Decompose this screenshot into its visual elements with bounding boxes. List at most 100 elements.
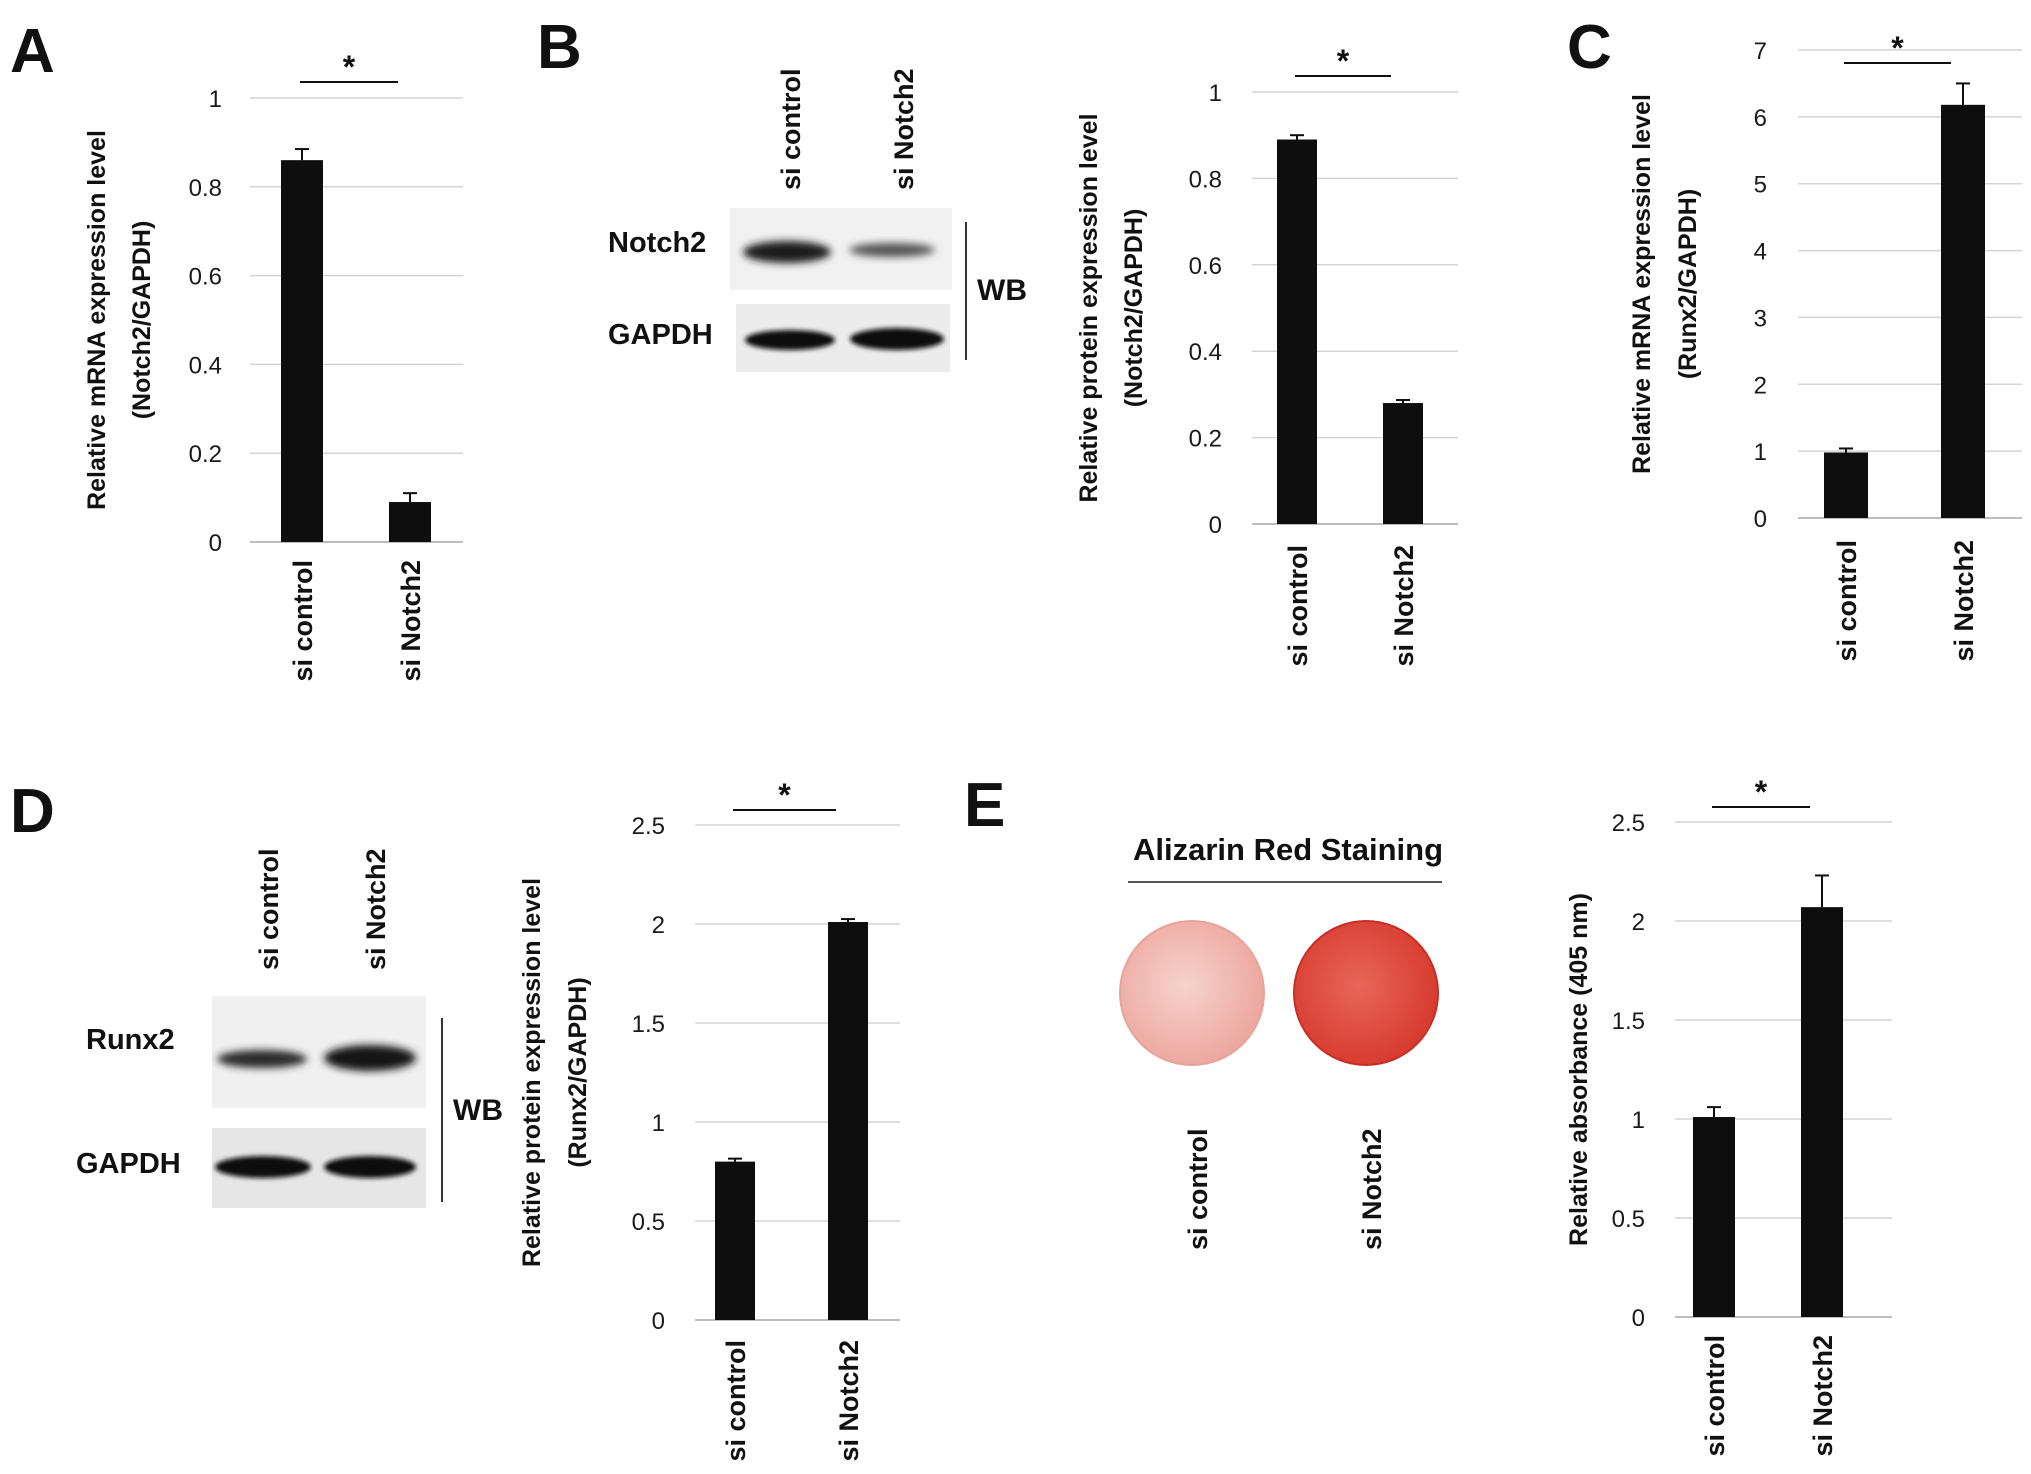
y-tick-label: 2.5 (1612, 810, 1645, 837)
blot-b-band (849, 243, 935, 257)
y-tick-label: 4 (1754, 239, 1767, 266)
blot-b-row-label-notch2: Notch2 (608, 227, 706, 259)
y-tick-label: 2 (1754, 372, 1767, 399)
significance-star: * (778, 777, 791, 813)
blot-b-method-label: WB (977, 274, 1027, 307)
x-category-label: si Notch2 (834, 1340, 864, 1462)
chart-e-absorbance: 0 0.5 1 1.5 2 2.5 si control si Notch2 * Relative… (1565, 774, 1892, 1457)
y-tick-label: 2.5 (632, 813, 665, 840)
y-axis-label: Relative protein expression level (518, 878, 546, 1267)
western-blot-b: si control si Notch2 Notch2 GAPDH WB (608, 68, 1027, 372)
y-tick-label: 1.5 (632, 1011, 665, 1038)
y-tick-label: 0 (1754, 506, 1767, 533)
staining-title: Alizarin Red Staining (1133, 832, 1443, 867)
bar (1277, 139, 1317, 524)
blot-b-lane-label-control: si control (776, 68, 806, 190)
y-axis-label: Relative absorbance (405 nm) (1565, 893, 1593, 1246)
significance-star: * (1891, 30, 1904, 66)
x-category-label: si Notch2 (1389, 545, 1419, 667)
significance-star: * (343, 49, 356, 85)
y-tick-label: 0.8 (1189, 166, 1222, 193)
chart-d-protein-runx2: 0 0.5 1 1.5 2 2.5 si control si Notch2 * Relative… (518, 777, 900, 1462)
y-tick-label: 5 (1754, 172, 1767, 199)
y-tick-label: 0.8 (189, 175, 222, 202)
y-tick-label: 0.6 (189, 264, 222, 291)
blot-b-band (743, 241, 831, 263)
y-axis-label: (Runx2/GAPDH) (564, 977, 592, 1167)
blot-d-row-label-gapdh: GAPDH (76, 1148, 181, 1180)
blot-b-band (745, 330, 835, 350)
bar (1383, 403, 1423, 524)
y-tick-label: 0 (652, 1308, 665, 1335)
well-label-notch2: si Notch2 (1357, 1128, 1387, 1250)
blot-d-lane-label-notch2: si Notch2 (361, 848, 391, 970)
well-si-notch2 (1293, 920, 1439, 1066)
bar (828, 922, 868, 1320)
y-axis-label: Relative protein expression level (1075, 113, 1103, 502)
y-axis-label: Relative mRNA expression level (1628, 94, 1656, 474)
y-axis-label: (Notch2/GAPDH) (1120, 209, 1148, 408)
blot-d-band (215, 1156, 311, 1178)
x-category-label: si control (721, 1340, 751, 1462)
y-tick-label: 2 (652, 912, 665, 939)
well-label-control: si control (1183, 1128, 1213, 1250)
blot-d-band (217, 1050, 307, 1068)
blot-b-band (850, 328, 944, 350)
x-category-label: si Notch2 (1949, 540, 1979, 662)
y-tick-label: 1 (1754, 439, 1767, 466)
x-category-label: si Notch2 (396, 560, 426, 682)
panel-letter-a: A (10, 17, 55, 86)
bar (1801, 907, 1843, 1317)
well-si-control (1119, 920, 1265, 1066)
blot-d-band (324, 1045, 416, 1071)
y-tick-label: 0.4 (189, 352, 222, 379)
y-tick-label: 2 (1632, 909, 1645, 936)
significance-star: * (1337, 43, 1350, 79)
y-tick-label: 1 (1209, 80, 1222, 107)
x-category-label: si control (1700, 1335, 1730, 1457)
x-category-label: si Notch2 (1808, 1335, 1838, 1457)
y-tick-label: 1 (1632, 1107, 1645, 1134)
blot-d-band (324, 1156, 416, 1178)
chart-a-mrna-notch2: 0 0.2 0.4 0.6 0.8 1 si control si Notch2 * Relati… (83, 49, 463, 682)
bar (1693, 1117, 1735, 1317)
significance-star: * (1755, 774, 1768, 810)
y-tick-label: 0 (1209, 512, 1222, 539)
panel-letter-b: B (537, 13, 582, 82)
y-tick-label: 1.5 (1612, 1008, 1645, 1035)
chart-c-mrna-runx2: 0 1 2 3 4 5 6 7 si control si Notch2 * Relative mRN… (1628, 30, 2022, 662)
y-axis-label: Relative mRNA expression level (83, 130, 111, 510)
y-tick-label: 0.2 (189, 441, 222, 468)
bar (1824, 452, 1868, 518)
chart-b-protein-notch2: 0 0.2 0.4 0.6 0.8 1 si control si Notch2 * Relati… (1075, 43, 1458, 667)
y-axis-label: (Notch2/GAPDH) (128, 221, 156, 420)
y-tick-label: 1 (209, 86, 222, 113)
y-tick-label: 0.4 (1189, 339, 1222, 366)
y-tick-label: 0.6 (1189, 253, 1222, 280)
y-tick-label: 0.2 (1189, 426, 1222, 453)
alizarin-staining: Alizarin Red Staining si control si Notc… (1119, 832, 1443, 1250)
y-tick-label: 3 (1754, 305, 1767, 332)
bar (281, 160, 323, 542)
y-tick-label: 7 (1754, 38, 1767, 65)
bar (389, 502, 431, 542)
blot-b-row-label-gapdh: GAPDH (608, 319, 713, 351)
x-category-label: si control (1283, 545, 1313, 667)
panel-letter-d: D (10, 777, 55, 846)
x-category-label: si control (288, 560, 318, 682)
y-tick-label: 6 (1754, 105, 1767, 132)
blot-b-lane-label-notch2: si Notch2 (889, 68, 919, 190)
western-blot-d: si control si Notch2 Runx2 GAPDH WB (76, 848, 503, 1208)
blot-d-lane-label-control: si control (254, 848, 284, 970)
blot-d-method-label: WB (453, 1094, 503, 1127)
y-axis-label: (Runx2/GAPDH) (1674, 189, 1702, 379)
y-tick-label: 1 (652, 1110, 665, 1137)
x-category-label: si control (1832, 540, 1862, 662)
blot-d-row-label-runx2: Runx2 (86, 1024, 175, 1056)
bar (1941, 104, 1985, 518)
y-tick-label: 0.5 (632, 1209, 665, 1236)
y-tick-label: 0 (1632, 1305, 1645, 1332)
y-tick-label: 0.5 (1612, 1206, 1645, 1233)
